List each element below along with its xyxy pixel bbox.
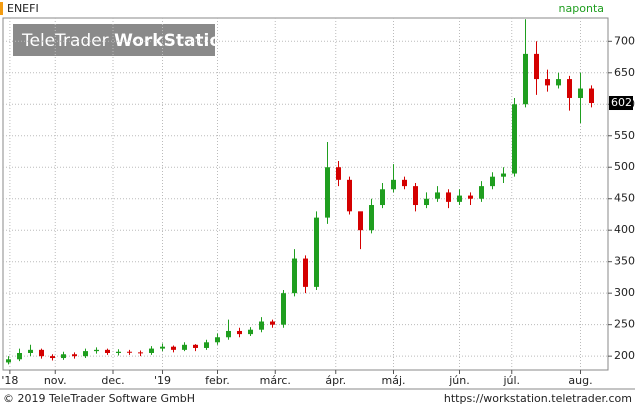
candle-body	[116, 351, 121, 353]
y-tick-label: 400	[614, 223, 635, 236]
candle-body	[336, 167, 341, 180]
watermark-bold: WorkStation	[114, 31, 233, 51]
candle-body	[149, 348, 154, 353]
last-price: 602	[611, 96, 632, 109]
candle-body	[204, 342, 209, 348]
candle-body	[578, 88, 583, 98]
candle-body	[391, 179, 396, 190]
candle-body	[358, 211, 363, 231]
candle-body	[567, 79, 572, 98]
watermark-light: TeleTrader	[21, 31, 109, 51]
y-tick-label: 450	[614, 192, 635, 205]
candle-body	[138, 352, 143, 354]
x-tick-label: '18	[1, 374, 18, 387]
candle-body	[325, 167, 330, 218]
candle-body	[226, 330, 231, 338]
candle-body	[369, 205, 374, 231]
candle-body	[160, 346, 165, 349]
plot: 200250300350400450500550600650700'18nov.…	[1, 18, 635, 387]
candle-body	[435, 192, 440, 199]
candle-body	[61, 354, 66, 359]
candle-body	[589, 88, 594, 104]
x-tick-label: márc.	[260, 374, 291, 387]
candle-body	[248, 329, 253, 335]
candle-body	[182, 344, 187, 350]
candle-body	[270, 321, 275, 325]
x-tick-label: aug.	[568, 374, 592, 387]
candle-body	[545, 79, 550, 86]
candle-body	[127, 351, 132, 353]
x-tick-label: febr.	[205, 374, 230, 387]
candle-body	[402, 179, 407, 187]
y-tick-label: 350	[614, 255, 635, 268]
y-tick-label: 700	[614, 34, 635, 47]
symbol: ENEFI	[7, 2, 39, 15]
candle-body	[215, 337, 220, 343]
x-tick-label: jún.	[448, 374, 470, 387]
candle-body	[446, 192, 451, 202]
candle-body	[534, 53, 539, 80]
y-tick-label: 300	[614, 286, 635, 299]
candle-body	[28, 349, 33, 353]
candle-body	[479, 186, 484, 199]
candle-body	[501, 173, 506, 177]
x-tick-label: nov.	[44, 374, 67, 387]
candle-body	[193, 344, 198, 348]
candle-body	[292, 258, 297, 294]
x-tick-label: máj.	[381, 374, 405, 387]
y-tick-label: 550	[614, 129, 635, 142]
candle-body	[424, 198, 429, 206]
candle-body	[6, 359, 11, 363]
candle-body	[83, 351, 88, 357]
candle-body	[17, 352, 22, 360]
watermark: TeleTrader WorkStation	[21, 31, 233, 51]
interval: naponta	[559, 2, 604, 15]
candle-body	[50, 356, 55, 359]
candle-body	[347, 179, 352, 212]
candle-body	[380, 189, 385, 206]
last-price-box	[609, 96, 633, 111]
candle-body	[556, 79, 561, 86]
candle-body	[457, 195, 462, 202]
footer-left: © 2019 TeleTrader Software GmbH	[3, 392, 195, 405]
candle-body	[259, 321, 264, 330]
candle-body	[303, 258, 308, 287]
candle-body	[468, 195, 473, 199]
plot-frame	[2, 17, 609, 371]
x-tick-label: júl.	[502, 374, 520, 387]
symbol-marker	[0, 2, 3, 15]
y-tick-label: 200	[614, 349, 635, 362]
candle-body	[523, 53, 528, 105]
candle-body	[237, 330, 242, 335]
footer-right: https://workstation.teletrader.com	[444, 392, 632, 405]
y-tick-label: 500	[614, 160, 635, 173]
x-tick-label: ápr.	[325, 374, 346, 387]
candle-body	[94, 349, 99, 352]
watermark-box	[13, 24, 215, 56]
x-tick-label: dec.	[101, 374, 124, 387]
candle-body	[490, 176, 495, 187]
y-tick-label: 650	[614, 66, 635, 79]
candle-body	[314, 217, 319, 287]
candle-body	[72, 354, 77, 357]
y-tick-label: 250	[614, 318, 635, 331]
x-tick-label: '19	[154, 374, 171, 387]
candle-body	[281, 293, 286, 325]
candle-body	[171, 346, 176, 350]
candle-body	[512, 104, 517, 174]
candle-body	[413, 186, 418, 206]
candle-body	[105, 349, 110, 353]
candle-body	[39, 349, 44, 357]
